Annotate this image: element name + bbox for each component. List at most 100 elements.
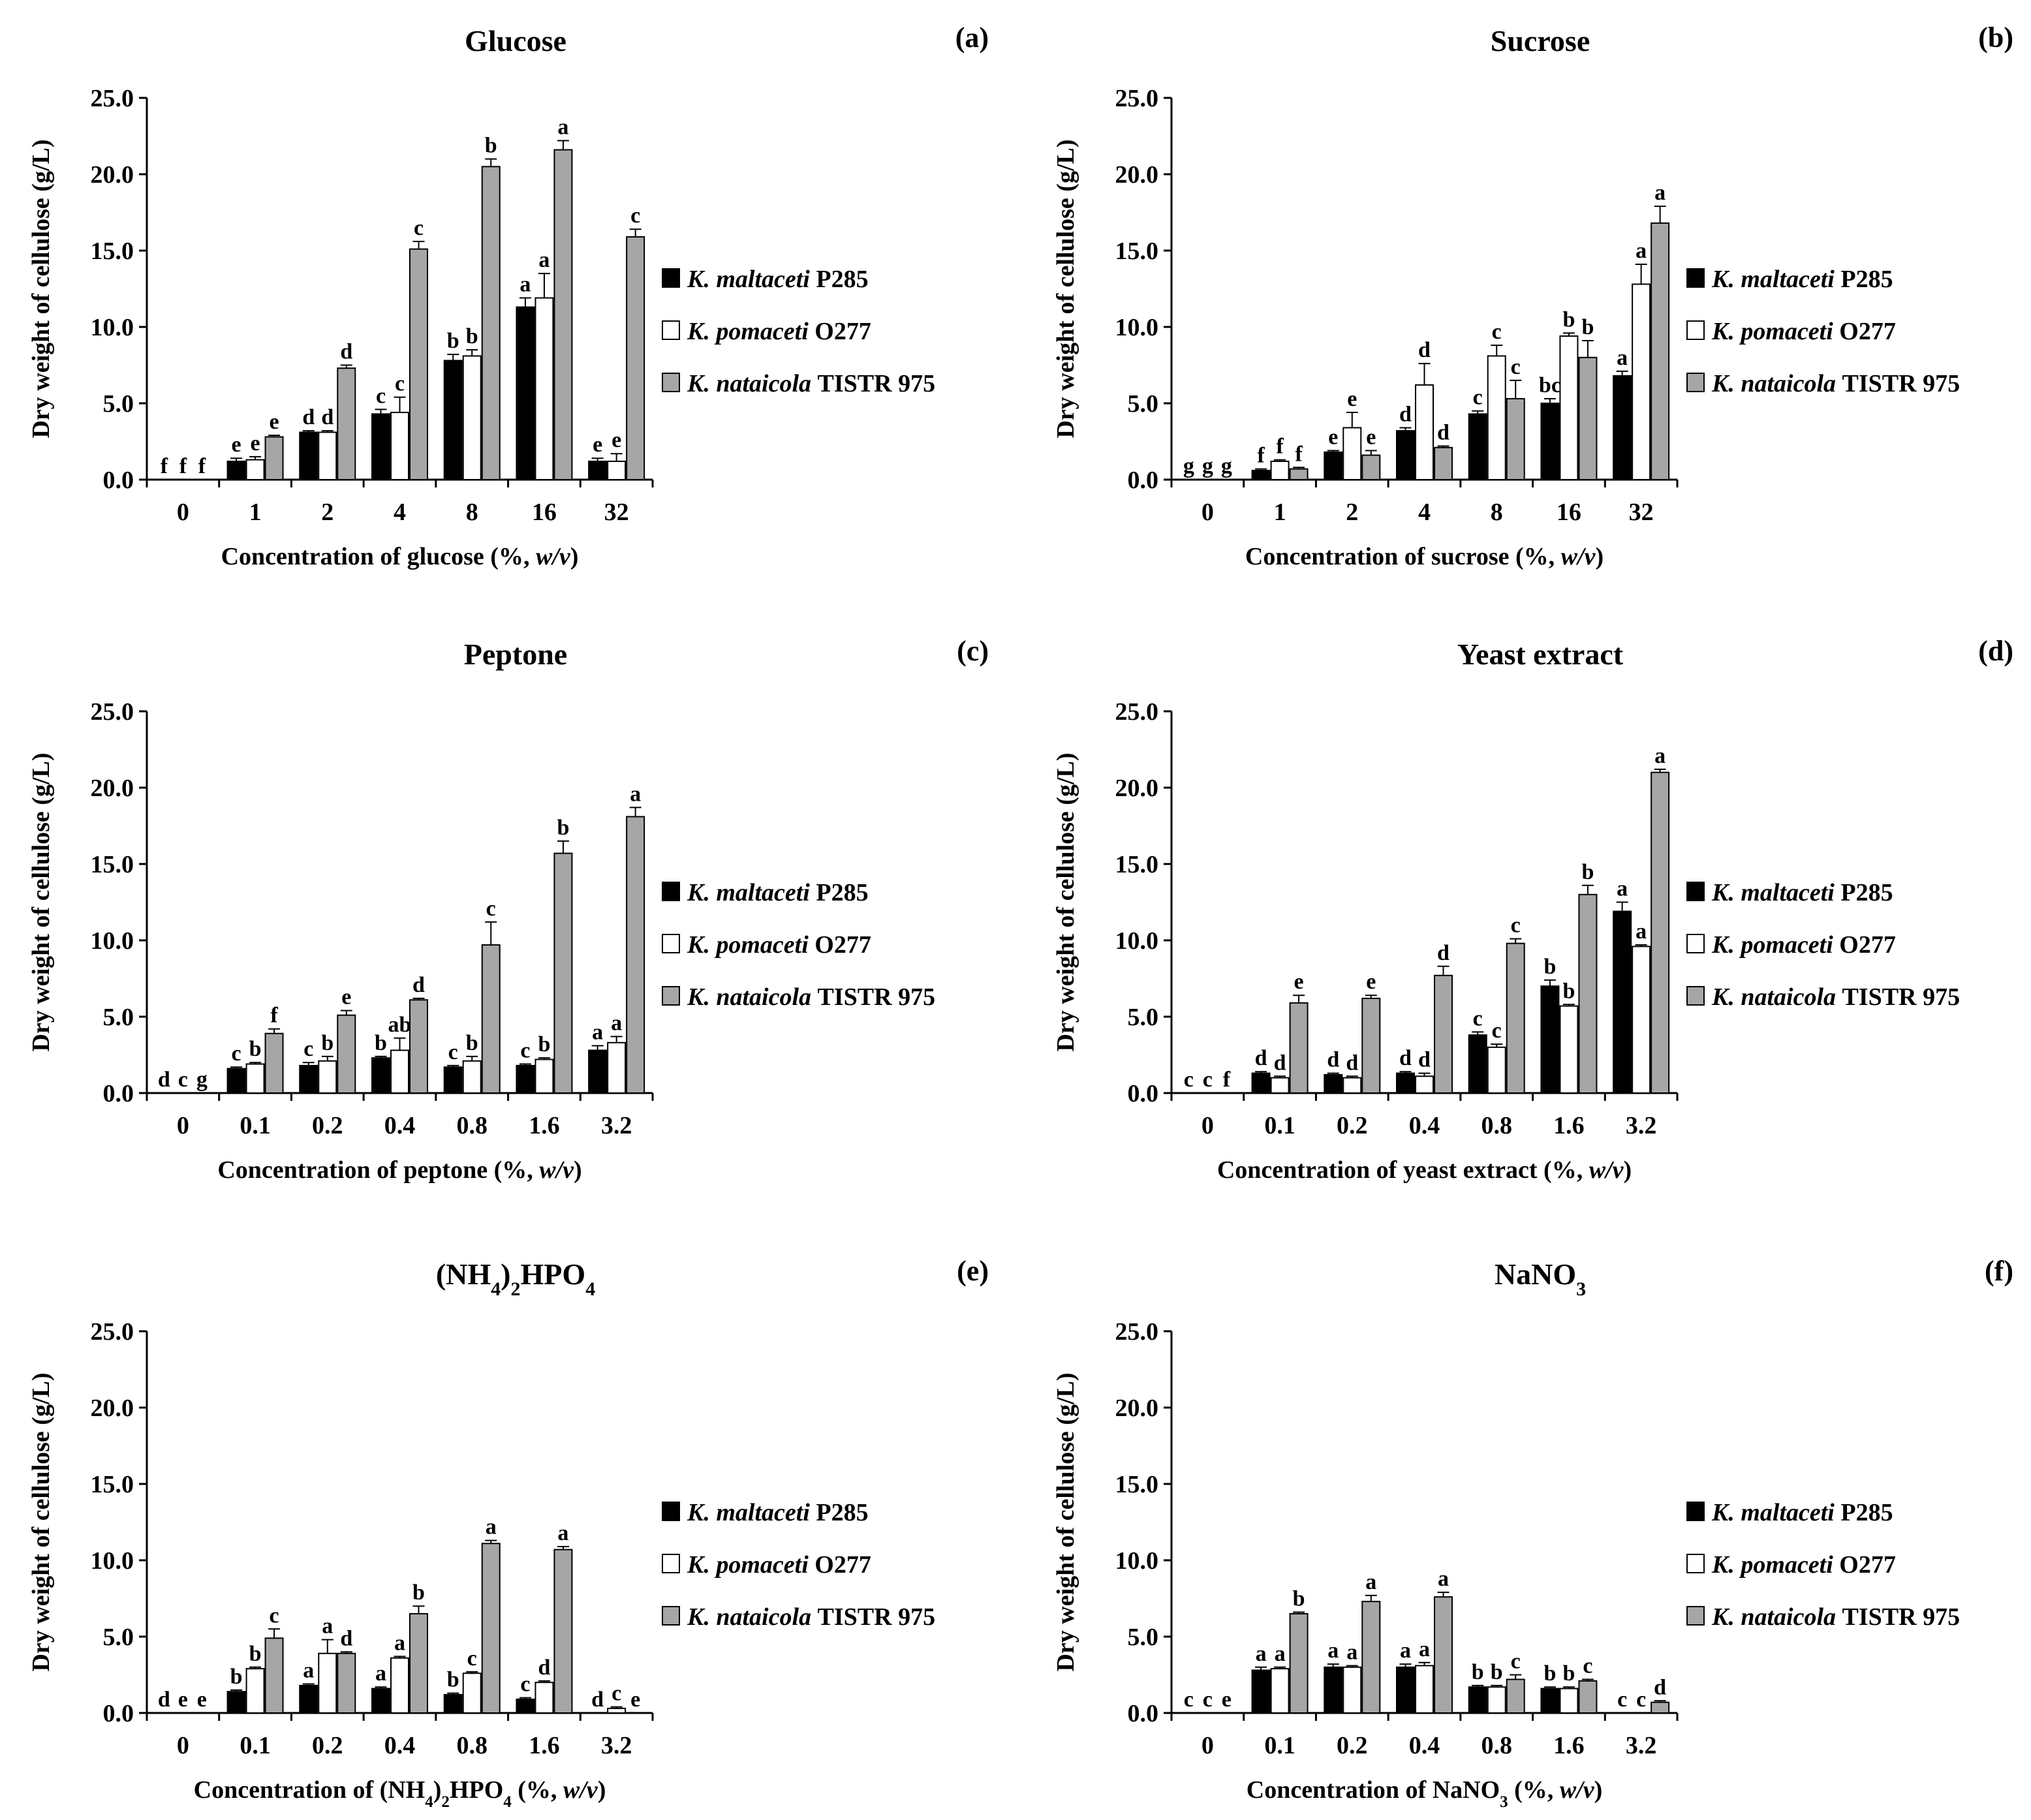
significance-letter: d — [340, 1626, 352, 1650]
bar — [1289, 1612, 1309, 1714]
bar — [226, 1691, 246, 1714]
significance-letter: a — [557, 116, 568, 140]
x-tick-label: 1 — [1274, 499, 1286, 526]
bar — [462, 1673, 482, 1714]
significance-letter: f — [1223, 1068, 1231, 1092]
y-tick-label: 20.0 — [1115, 775, 1159, 802]
significance-letter: c — [486, 897, 496, 921]
bar — [318, 431, 337, 481]
significance-letter: a — [519, 273, 531, 297]
y-tick-label: 0.0 — [103, 1700, 134, 1727]
legend: K. maltaceti P285 K. pomaceti O277 K. nata… — [662, 879, 935, 1011]
x-tick-label: 0 — [1202, 1732, 1214, 1759]
bar — [390, 412, 409, 480]
bar — [1289, 1002, 1309, 1094]
x-tick-label: 0.4 — [1409, 1112, 1440, 1139]
legend: K. maltaceti P285 K. pomaceti O277 K. nata… — [662, 1499, 935, 1631]
significance-letter: d — [1274, 1051, 1286, 1075]
bar — [553, 1549, 573, 1714]
significance-letter: f — [198, 454, 206, 478]
bar — [535, 297, 554, 480]
significance-letter: e — [1328, 425, 1338, 450]
y-tick-label: 10.0 — [1115, 314, 1159, 341]
x-tick-label: 3.2 — [601, 1112, 632, 1139]
significance-letter: b — [466, 1031, 478, 1055]
bar — [409, 248, 428, 480]
significance-letter: c — [612, 1682, 621, 1706]
panel-label: (c) — [957, 635, 989, 667]
x-tick-label: 0.2 — [312, 1732, 343, 1759]
panel-label: (b) — [1978, 22, 2013, 54]
significance-letter: e — [1222, 1688, 1232, 1712]
significance-letter: c — [1511, 914, 1521, 938]
y-axis-title: Dry weight of cellulose (g/L) — [1052, 1372, 1079, 1671]
significance-letter: e — [270, 410, 279, 434]
significance-letter: b — [1562, 1661, 1575, 1686]
x-tick-label: 2 — [1346, 499, 1358, 526]
x-tick-label: 0.4 — [384, 1732, 416, 1759]
significance-letter: g — [1202, 454, 1213, 478]
significance-letter: b — [1543, 1661, 1556, 1686]
legend: K. maltaceti P285 K. pomaceti O277 K. nata… — [1686, 1499, 1960, 1631]
significance-letter: c — [1583, 1654, 1592, 1678]
significance-letter: b — [1491, 1660, 1503, 1684]
significance-letter: b — [249, 1037, 262, 1061]
significance-letter: c — [520, 1039, 530, 1063]
legend-swatch — [1686, 320, 1705, 340]
x-tick-label: 32 — [1629, 499, 1654, 526]
bar — [318, 1060, 337, 1094]
significance-letter: d — [1346, 1051, 1358, 1075]
significance-letter: a — [322, 1614, 333, 1639]
bar — [1324, 1073, 1343, 1094]
legend-swatch — [662, 373, 680, 392]
x-tick-label: 0.2 — [1337, 1732, 1368, 1759]
significance-letter: f — [179, 454, 187, 478]
y-axis-title: Dry weight of cellulose (g/L) — [27, 139, 55, 438]
significance-letter: d — [1327, 1048, 1339, 1072]
legend-swatch — [1686, 986, 1705, 1006]
legend-label: K. maltaceti P285 — [687, 1499, 869, 1526]
x-tick-label: 16 — [1557, 499, 1581, 526]
significance-letter: d — [538, 1656, 550, 1680]
bar — [1559, 1005, 1579, 1094]
significance-letter: c — [467, 1646, 477, 1671]
significance-letter: ab — [388, 1013, 412, 1037]
chart-title: Glucose — [465, 24, 566, 57]
legend-swatch — [662, 268, 680, 288]
significance-letter: a — [486, 1515, 497, 1539]
chart-title: (NH4)2HPO4 — [436, 1257, 595, 1300]
x-tick-label: 0.8 — [456, 1112, 488, 1139]
y-tick-label: 0.0 — [1128, 467, 1159, 494]
significance-letter: a — [557, 1521, 568, 1545]
y-tick-label: 25.0 — [91, 698, 134, 726]
bar — [371, 1057, 390, 1094]
x-tick-label: 1.6 — [1553, 1112, 1585, 1139]
y-tick-label: 5.0 — [1128, 1624, 1159, 1651]
legend-label: K. nataicola TISTR 975 — [1711, 983, 1960, 1011]
bar — [264, 1637, 284, 1714]
significance-letter: b — [412, 1581, 425, 1605]
significance-letter: d — [158, 1068, 170, 1092]
significance-letter: d — [1418, 1048, 1431, 1072]
significance-letter: c — [1473, 1006, 1483, 1030]
bar — [409, 999, 428, 1094]
bar — [1487, 1686, 1506, 1714]
significance-letter: b — [249, 1642, 262, 1666]
bar — [481, 1543, 501, 1714]
significance-letter: a — [1400, 1639, 1411, 1663]
chart-panel-d: Yeast extract (d) Dry weight of cellulose … — [1052, 635, 2013, 1184]
bar — [1506, 942, 1525, 1094]
bar — [1396, 430, 1415, 480]
significance-letter: c — [395, 372, 405, 396]
x-tick-label: 0.8 — [1481, 1732, 1512, 1759]
significance-letter: c — [1617, 1688, 1627, 1712]
legend-label: K. maltaceti P285 — [1711, 266, 1893, 293]
bar — [1540, 1688, 1560, 1714]
bar — [299, 431, 318, 481]
legend-label: K. pomaceti O277 — [687, 1551, 871, 1579]
bar — [226, 1068, 246, 1094]
significance-letter: b — [230, 1665, 243, 1689]
significance-letter: b — [1562, 979, 1575, 1003]
chart-title: NaNO3 — [1495, 1257, 1586, 1300]
legend-label: K. nataicola TISTR 975 — [687, 983, 935, 1011]
